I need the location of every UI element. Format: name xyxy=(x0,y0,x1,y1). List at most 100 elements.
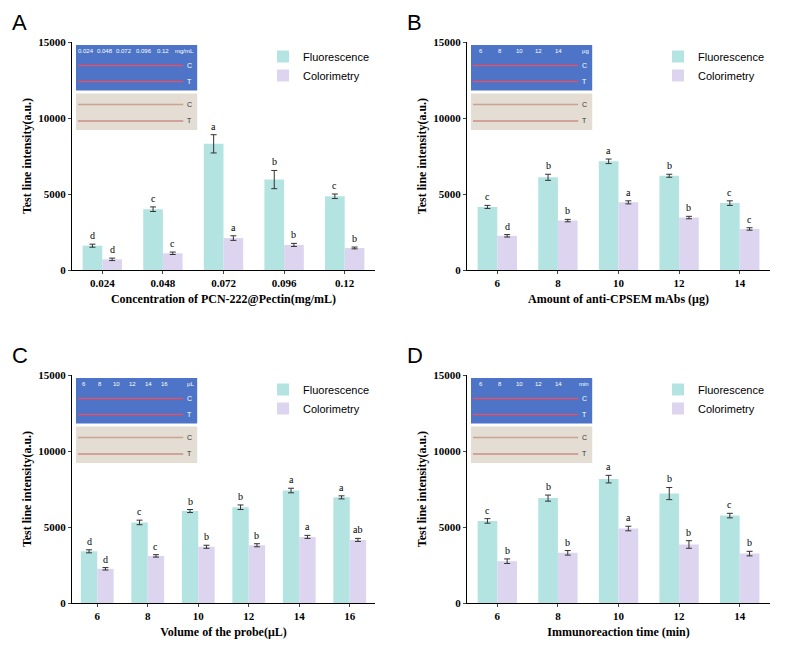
svg-text:μL: μL xyxy=(187,381,194,387)
svg-text:6: 6 xyxy=(479,48,483,54)
svg-text:Volume of the probe(μL): Volume of the probe(μL) xyxy=(160,625,286,639)
svg-text:0.12: 0.12 xyxy=(157,48,169,54)
svg-text:0: 0 xyxy=(455,264,461,276)
svg-text:C: C xyxy=(187,101,192,108)
svg-text:15000: 15000 xyxy=(433,369,461,381)
svg-text:C: C xyxy=(582,434,587,441)
svg-text:0.096: 0.096 xyxy=(272,277,297,289)
svg-text:b: b xyxy=(238,491,243,502)
svg-text:Test line intensity(a.u.): Test line intensity(a.u.) xyxy=(415,98,429,214)
svg-text:a: a xyxy=(626,187,631,198)
svg-text:14: 14 xyxy=(734,277,746,289)
svg-text:a: a xyxy=(231,222,236,233)
svg-text:Colorimetry: Colorimetry xyxy=(698,403,755,415)
svg-text:b: b xyxy=(747,537,752,548)
svg-text:Fluorescence: Fluorescence xyxy=(698,384,764,396)
svg-text:15000: 15000 xyxy=(38,369,66,381)
svg-text:d: d xyxy=(87,536,92,547)
svg-text:T: T xyxy=(582,117,587,124)
svg-text:10000: 10000 xyxy=(38,445,66,457)
svg-text:c: c xyxy=(332,180,337,191)
svg-text:14: 14 xyxy=(555,381,562,387)
svg-text:a: a xyxy=(289,474,294,485)
svg-text:T: T xyxy=(582,78,587,85)
svg-text:b: b xyxy=(667,160,672,171)
svg-text:0.096: 0.096 xyxy=(136,48,152,54)
svg-text:d: d xyxy=(90,230,95,241)
svg-text:T: T xyxy=(582,450,587,457)
svg-text:0.072: 0.072 xyxy=(116,48,132,54)
svg-text:0.048: 0.048 xyxy=(97,48,113,54)
svg-text:Concentration of PCN-222@Pecti: Concentration of PCN-222@Pectin(mg/mL) xyxy=(111,292,336,306)
svg-text:5000: 5000 xyxy=(44,521,67,533)
svg-text:6: 6 xyxy=(82,381,86,387)
svg-text:a: a xyxy=(339,482,344,493)
svg-text:A: A xyxy=(12,10,27,35)
svg-text:min: min xyxy=(579,381,589,387)
svg-text:c: c xyxy=(747,214,752,225)
svg-text:8: 8 xyxy=(145,610,151,622)
svg-text:b: b xyxy=(686,527,691,538)
svg-text:Immunoreaction time (min): Immunoreaction time (min) xyxy=(547,625,689,639)
svg-text:b: b xyxy=(546,481,551,492)
svg-text:6: 6 xyxy=(495,277,501,289)
svg-text:Colorimetry: Colorimetry xyxy=(698,70,755,82)
svg-text:b: b xyxy=(667,473,672,484)
svg-text:b: b xyxy=(565,537,570,548)
svg-text:8: 8 xyxy=(498,48,502,54)
svg-text:b: b xyxy=(188,496,193,507)
svg-text:6: 6 xyxy=(495,610,501,622)
svg-text:c: c xyxy=(153,541,158,552)
svg-text:b: b xyxy=(686,202,691,213)
svg-text:12: 12 xyxy=(243,610,255,622)
svg-text:6: 6 xyxy=(95,610,101,622)
svg-text:10: 10 xyxy=(193,610,205,622)
svg-text:5000: 5000 xyxy=(44,188,67,200)
svg-text:12: 12 xyxy=(129,381,136,387)
svg-text:b: b xyxy=(565,205,570,216)
svg-text:d: d xyxy=(110,244,115,255)
svg-text:8: 8 xyxy=(498,381,502,387)
svg-text:Fluorescence: Fluorescence xyxy=(698,51,764,63)
svg-text:0.12: 0.12 xyxy=(335,277,355,289)
svg-text:C: C xyxy=(582,101,587,108)
svg-text:10: 10 xyxy=(516,48,523,54)
svg-text:b: b xyxy=(505,545,510,556)
svg-text:0.072: 0.072 xyxy=(211,277,236,289)
svg-text:15000: 15000 xyxy=(38,36,66,48)
svg-text:a: a xyxy=(211,121,216,132)
svg-text:Colorimetry: Colorimetry xyxy=(303,70,360,82)
svg-text:a: a xyxy=(606,145,611,156)
svg-text:C: C xyxy=(187,395,192,402)
svg-text:5000: 5000 xyxy=(439,188,462,200)
svg-text:12: 12 xyxy=(535,48,542,54)
svg-text:Amount of anti-CPSEM mAbs (μg): Amount of anti-CPSEM mAbs (μg) xyxy=(528,292,709,306)
svg-text:T: T xyxy=(187,117,192,124)
svg-text:C: C xyxy=(582,62,587,69)
svg-text:ab: ab xyxy=(353,524,362,535)
svg-text:12: 12 xyxy=(535,381,542,387)
svg-text:Test line intensity(a.u.): Test line intensity(a.u.) xyxy=(20,431,34,547)
svg-text:Test line intensity(a.u.): Test line intensity(a.u.) xyxy=(415,431,429,547)
svg-text:c: c xyxy=(485,505,490,516)
svg-text:c: c xyxy=(170,238,175,249)
svg-text:0.024: 0.024 xyxy=(78,48,94,54)
svg-text:16: 16 xyxy=(344,610,356,622)
svg-text:μg: μg xyxy=(582,48,589,54)
svg-text:c: c xyxy=(485,191,490,202)
svg-text:b: b xyxy=(546,160,551,171)
svg-text:15000: 15000 xyxy=(433,36,461,48)
svg-text:0: 0 xyxy=(60,264,66,276)
svg-text:14: 14 xyxy=(734,610,746,622)
svg-text:6: 6 xyxy=(479,381,483,387)
svg-text:8: 8 xyxy=(98,381,102,387)
svg-text:0: 0 xyxy=(60,597,66,609)
svg-text:16: 16 xyxy=(161,381,168,387)
svg-text:B: B xyxy=(407,10,422,35)
svg-text:d: d xyxy=(505,221,510,232)
svg-text:C: C xyxy=(187,434,192,441)
svg-text:b: b xyxy=(291,229,296,240)
svg-text:5000: 5000 xyxy=(439,521,462,533)
svg-text:c: c xyxy=(727,499,732,510)
svg-text:10000: 10000 xyxy=(433,445,461,457)
